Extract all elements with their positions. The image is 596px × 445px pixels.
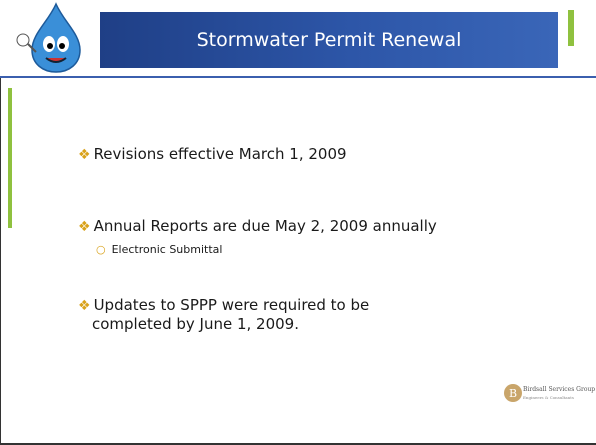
logo-tagline: Engineers & Consultants [523,395,574,400]
bullet-icon: ❖ [78,219,91,235]
accent-bar [568,10,574,46]
bullet-icon: ❖ [78,298,91,314]
bullet: ❖Revisions effective March 1, 2009 [78,145,347,164]
bullet-text: Revisions effective March 1, 2009 [94,145,347,163]
header-rule [0,76,596,78]
frame-line [0,78,1,445]
bullet: ❖Annual Reports are due May 2, 2009 annu… [78,217,437,236]
bullet-icon: ❖ [78,147,91,163]
sub-bullet: ○ Electronic Submittal [96,243,222,256]
bullet-line: completed by June 1, 2009. [78,315,369,333]
svg-text:B: B [509,387,517,400]
sub-bullet-icon: ○ [96,243,106,256]
bullet-line: ❖Updates to SPPP were required to be [78,296,369,315]
slide-title: Stormwater Permit Renewal [100,12,558,68]
slide: Stormwater Permit Renewal ❖Revisions eff… [0,0,596,445]
bullet-text: Annual Reports are due May 2, 2009 annua… [94,217,437,235]
mascot [14,0,98,76]
bullet-text: Updates to SPPP were required to be [94,296,370,314]
sub-bullet-text: Electronic Submittal [112,243,223,256]
bullet-text: completed by June 1, 2009. [92,315,299,333]
bullet-line: ❖Revisions effective March 1, 2009 [78,145,347,164]
left-accent [8,88,12,228]
bullet-line: ❖Annual Reports are due May 2, 2009 annu… [78,217,437,236]
logo-name: Birdsall Services Group [523,386,595,393]
